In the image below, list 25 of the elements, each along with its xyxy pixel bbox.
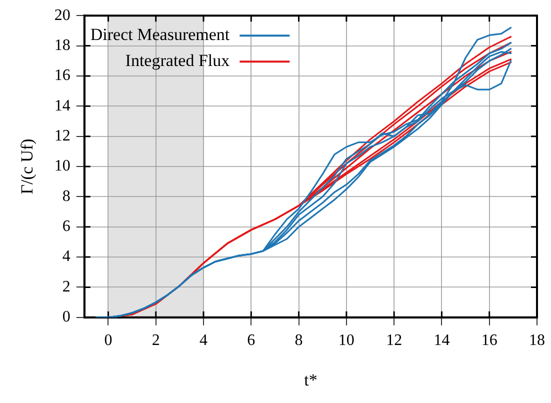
- x-tick-label: 0: [104, 332, 112, 350]
- y-axis-title: Γ/(c Uf): [18, 138, 37, 194]
- y-tick-label: 14: [54, 97, 70, 114]
- y-tick-label: 12: [54, 128, 70, 145]
- x-tick-label: 8: [294, 332, 303, 350]
- x-axis-title: t*: [304, 370, 318, 390]
- y-tick-label: 8: [62, 188, 70, 205]
- legend-label: Integrated Flux: [125, 51, 230, 70]
- y-tick-label: 18: [54, 36, 70, 54]
- y-tick-label: 6: [62, 218, 70, 236]
- legend-label: Direct Measurement: [90, 25, 230, 44]
- x-tick-label: 18: [529, 332, 545, 350]
- x-tick-label: 6: [247, 332, 256, 350]
- y-tick-label: 0: [62, 308, 70, 326]
- x-tick-label: 12: [386, 332, 402, 350]
- y-tick-label: 10: [54, 158, 70, 175]
- x-tick-label: 2: [152, 332, 160, 350]
- y-tick-label: 16: [54, 67, 70, 84]
- x-tick-label: 14: [434, 332, 450, 350]
- x-tick-label: 16: [481, 332, 498, 350]
- x-tick-label: 4: [200, 332, 208, 350]
- x-tick-label: 10: [338, 332, 354, 350]
- y-tick-label: 4: [62, 248, 70, 266]
- y-tick-label: 20: [54, 6, 70, 24]
- y-tick-label: 2: [62, 278, 70, 296]
